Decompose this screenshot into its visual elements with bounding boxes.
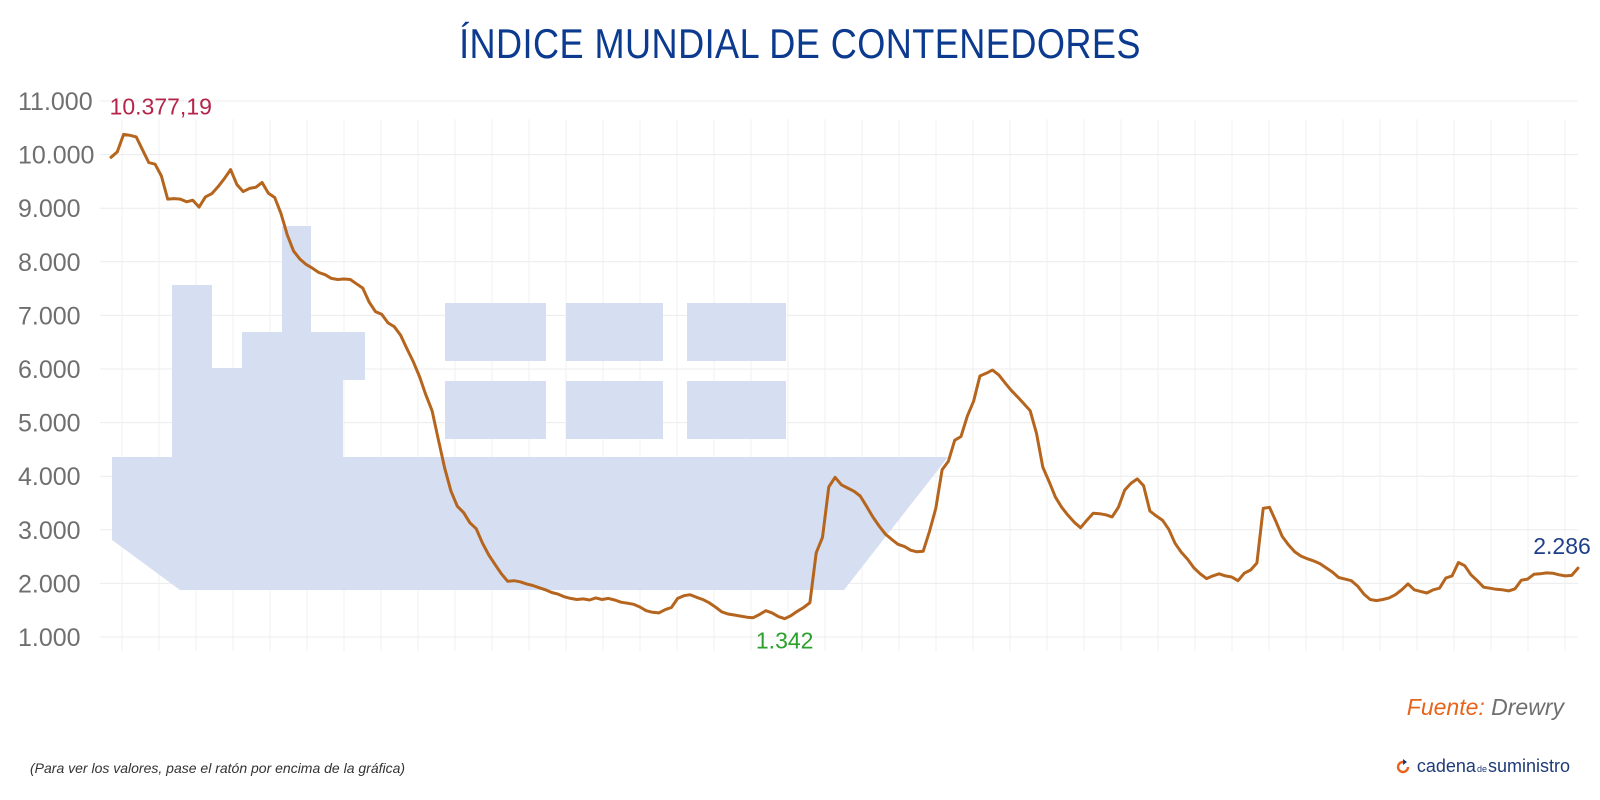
data-label: 1.342 xyxy=(756,628,814,654)
y-tick-label: 10.000 xyxy=(18,142,94,170)
y-tick-label: 5.000 xyxy=(18,410,81,438)
brand-text-part: suministro xyxy=(1487,756,1570,776)
y-tick-label: 3.000 xyxy=(18,517,81,545)
brand-text-part: cadena xyxy=(1416,756,1476,776)
y-tick-label: 9.000 xyxy=(18,195,81,223)
y-tick-label: 8.000 xyxy=(18,249,81,277)
source-credit: Fuente: Drewry xyxy=(1407,694,1564,721)
y-tick-label: 6.000 xyxy=(18,356,81,384)
ship-illustration xyxy=(112,226,948,590)
container-box xyxy=(566,303,663,361)
data-label: 2.286 xyxy=(1533,533,1591,559)
chart-title: ÍNDICE MUNDIAL DE CONTENEDORES xyxy=(459,20,1141,67)
y-axis: 1.000 2.000 3.000 4.000 5.000 6.000 7.000 8.000… xyxy=(18,88,94,652)
container-box xyxy=(687,303,786,361)
y-tick-label: 2.000 xyxy=(18,570,81,598)
y-tick-label: 1.000 xyxy=(18,624,81,652)
source-label: Fuente: xyxy=(1406,694,1485,720)
y-tick-label: 11.000 xyxy=(18,88,93,116)
brand-text-part: de xyxy=(1476,764,1487,774)
series-line[interactable] xyxy=(109,132,1580,621)
container-box xyxy=(687,381,786,439)
source-name: Drewry xyxy=(1491,694,1564,720)
y-tick-label: 7.000 xyxy=(18,302,81,330)
container-box xyxy=(445,303,546,361)
y-tick-label: 4.000 xyxy=(18,463,81,491)
hover-note: (Para ver los valores, pase el ratón por… xyxy=(30,760,406,776)
ship-hull xyxy=(112,226,948,590)
data-label: 10.377,19 xyxy=(110,93,212,119)
container-box xyxy=(566,381,663,439)
annotations: 10.377,19 1.342 2.286 xyxy=(110,93,1591,653)
container-box xyxy=(445,381,546,439)
refresh-arrow-icon xyxy=(1396,758,1410,773)
brand-logo[interactable]: cadena de suministro xyxy=(1395,756,1570,777)
